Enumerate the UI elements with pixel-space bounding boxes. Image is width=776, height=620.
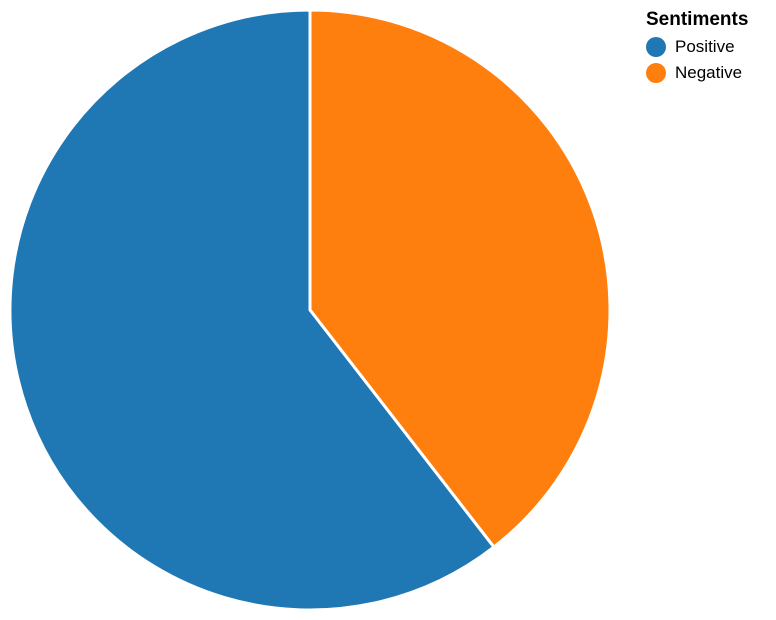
legend-swatch-negative [646, 63, 666, 83]
legend-label-negative: Negative [675, 63, 743, 82]
legend-list: Positive Negative [646, 34, 774, 86]
legend-label-positive: Positive [675, 37, 735, 56]
legend-title: Sentiments [646, 9, 749, 30]
pie-slice-positive [8, 8, 496, 612]
legend: Sentiments Positive Negative [646, 8, 774, 86]
legend-item-negative: Negative [646, 60, 774, 86]
legend-item-positive: Positive [646, 34, 774, 60]
pie-slice-negative [308, 8, 612, 549]
legend-swatch-positive [646, 37, 666, 57]
